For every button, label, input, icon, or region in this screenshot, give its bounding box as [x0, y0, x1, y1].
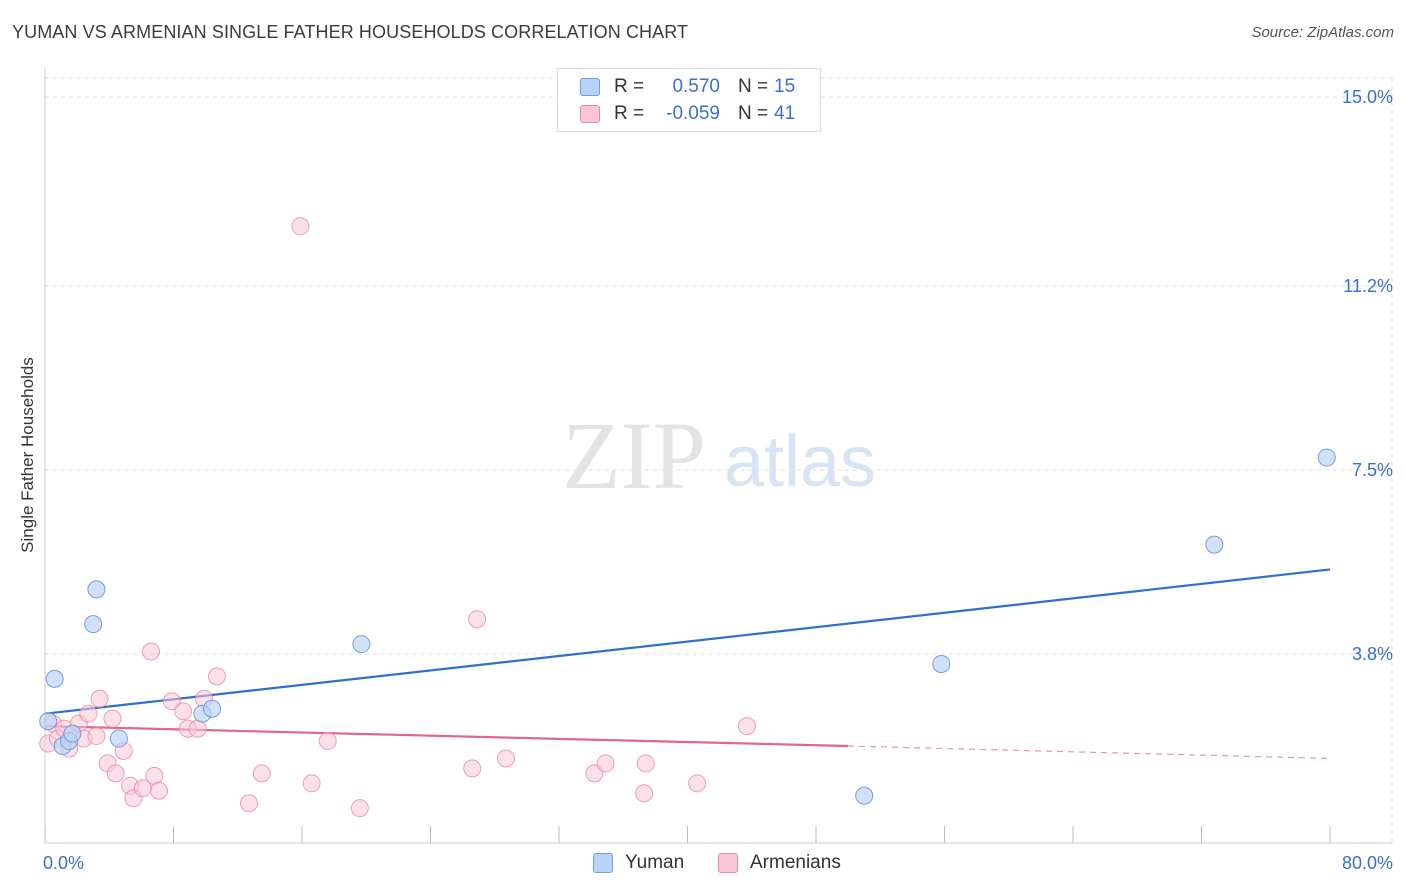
series-legend-yuman[interactable]: Yuman [593, 852, 684, 874]
series-legend: Yuman Armenians [0, 852, 1406, 878]
armenians-point-27 [239, 794, 258, 813]
armenians-point-33 [463, 759, 482, 778]
yuman-point-12 [932, 654, 951, 673]
legend-r-label: R = [614, 103, 645, 124]
grid [45, 77, 1393, 843]
yuman-point-11 [855, 786, 874, 805]
legend-r-value: -0.059 [666, 103, 720, 124]
armenians-point-30 [302, 774, 321, 793]
armenians-point-37 [596, 754, 615, 773]
legend-n-label: N = [738, 103, 769, 124]
watermark-zip: ZIP [562, 402, 706, 509]
armenians-point-34 [468, 610, 487, 629]
armenians-point-21 [162, 692, 181, 711]
yuman-point-7 [109, 729, 128, 748]
yuman-point-6 [87, 580, 106, 599]
armenians-point-26 [207, 667, 226, 686]
series-label-armenians: Armenians [750, 852, 841, 873]
data-points [39, 217, 1336, 818]
y-tick-label-2: 11.2% [1343, 276, 1393, 296]
legend-r-label: R = [614, 76, 645, 97]
armenians-point-31 [318, 732, 337, 751]
armenians-point-8 [79, 704, 98, 723]
chart-title: YUMAN VS ARMENIAN SINGLE FATHER HOUSEHOL… [12, 22, 689, 42]
legend-n-label: N = [738, 76, 769, 97]
armenians-point-10 [90, 689, 109, 708]
legend-r-value: 0.570 [672, 76, 720, 97]
trend-lines [44, 568, 1331, 760]
armenians-point-22 [174, 702, 193, 721]
armenians-point-40 [688, 774, 707, 793]
series-swatch-armenians [718, 853, 738, 873]
armenians-point-29 [291, 217, 310, 236]
source-label: Source: ZipAtlas.com [1251, 24, 1394, 41]
axes [44, 68, 1392, 844]
armenians-point-39 [636, 754, 655, 773]
legend-swatch-armenians [580, 105, 600, 123]
armenians-point-24 [188, 719, 207, 738]
watermark: ZIP atlas [562, 402, 876, 509]
series-swatch-yuman [593, 853, 613, 873]
armenians-point-9 [87, 727, 106, 746]
armenians-point-35 [496, 749, 515, 768]
armenians-point-19 [145, 766, 164, 785]
trend-line-yuman [44, 568, 1331, 715]
x-tick-label-0: 0.0% [43, 853, 84, 873]
correlation-legend: R = 0.570 N = 15 R = -0.059 N = 41 [557, 68, 821, 132]
armenians-point-32 [350, 799, 369, 818]
yuman-point-10 [352, 635, 371, 654]
armenians-point-12 [103, 709, 122, 728]
armenians-point-18 [142, 642, 161, 661]
y-tick-label-1: 7.5% [1352, 460, 1393, 480]
armenians-point-28 [252, 764, 271, 783]
yuman-point-4 [63, 724, 82, 743]
yuman-point-5 [84, 615, 103, 634]
legend-n-value: 41 [774, 103, 796, 124]
y-axis-label: Single Father Households [18, 357, 37, 553]
armenians-point-36 [585, 764, 604, 783]
watermark-atlas: atlas [724, 422, 876, 502]
legend-swatch-yuman [580, 78, 600, 96]
yuman-point-0 [39, 712, 58, 731]
legend-row-yuman: R = 0.570 N = 15 [580, 74, 795, 100]
series-legend-armenians[interactable]: Armenians [718, 852, 841, 874]
series-label-yuman: Yuman [625, 852, 685, 873]
armenians-point-20 [150, 781, 169, 800]
legend-n-value: 15 [774, 76, 796, 97]
trend-line-armenians-extension [848, 745, 1331, 760]
yuman-point-13 [1205, 535, 1224, 554]
armenians-point-13 [106, 764, 125, 783]
yuman-point-14 [1317, 448, 1336, 467]
x-tick-label-1: 80.0% [1342, 853, 1393, 873]
y-tick-label-3: 15.0% [1342, 87, 1393, 107]
tick-labels: 3.8% 7.5% 11.2% 15.0% 0.0% 80.0% [43, 87, 1393, 873]
armenians-point-41 [737, 717, 756, 736]
yuman-point-1 [45, 669, 64, 688]
armenians-point-38 [635, 784, 654, 803]
y-tick-label-0: 3.8% [1352, 644, 1393, 664]
legend-row-armenians: R = -0.059 N = 41 [580, 101, 795, 127]
yuman-point-9 [203, 699, 222, 718]
trend-line-armenians [44, 725, 849, 748]
